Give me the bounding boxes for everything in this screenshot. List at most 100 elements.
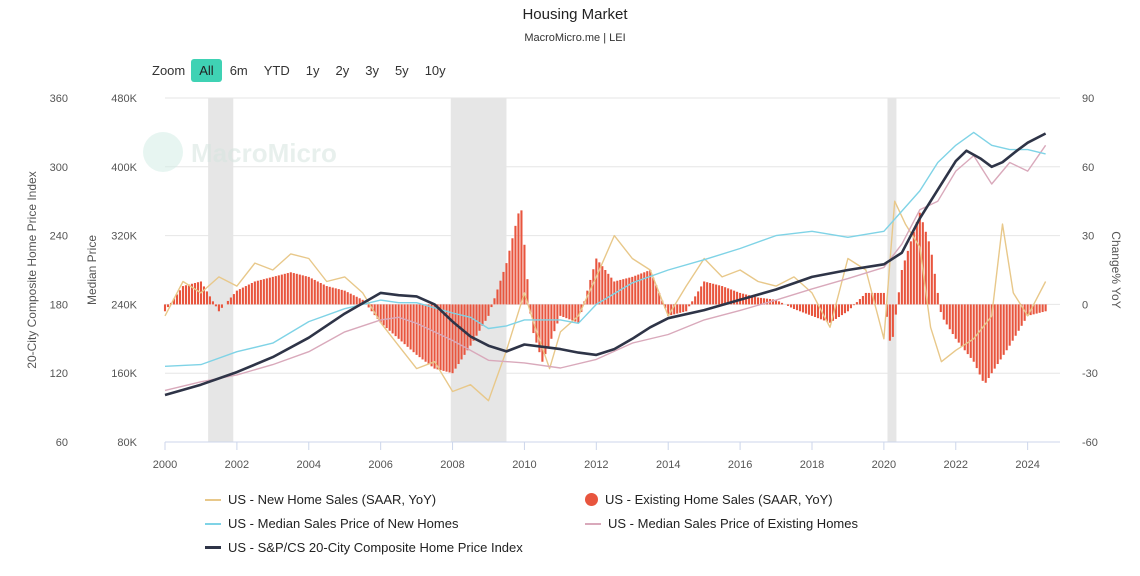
existing-home-sales-bar: [568, 304, 571, 320]
existing-home-sales-bar: [757, 297, 760, 305]
existing-home-sales-bar: [643, 272, 646, 305]
existing-home-sales-bar: [1008, 304, 1011, 346]
existing-home-sales-bar: [535, 304, 538, 343]
existing-home-sales-bar: [963, 304, 966, 351]
zoom-ytd-button[interactable]: YTD: [263, 63, 290, 78]
watermark-logo-icon: [143, 132, 183, 172]
existing-home-sales-bar: [810, 304, 814, 316]
existing-home-sales-bar: [975, 304, 978, 369]
existing-home-sales-bar: [625, 278, 628, 305]
existing-home-sales-bar: [879, 292, 882, 305]
existing-home-sales-bar: [286, 273, 289, 305]
existing-home-sales-bar: [679, 304, 682, 313]
existing-home-sales-bar: [352, 295, 355, 305]
existing-home-sales-bar: [760, 297, 763, 305]
existing-home-sales-bar: [589, 279, 592, 305]
x-tick-label: 2006: [368, 459, 392, 471]
zoom-3y-button[interactable]: 3y: [365, 63, 379, 78]
legend-item-new-home-sales[interactable]: US - New Home Sales (SAAR, YoY): [205, 492, 436, 507]
existing-home-sales-bar: [244, 286, 247, 305]
existing-home-sales-bar: [496, 289, 499, 305]
existing-home-sales-bar: [565, 304, 568, 319]
existing-home-sales-bar: [211, 301, 214, 305]
existing-home-sales-bar: [607, 273, 610, 305]
existing-home-sales-bar: [843, 304, 846, 314]
existing-home-sales-bar: [454, 304, 457, 369]
existing-home-sales-bar: [268, 277, 271, 305]
existing-home-sales-bar: [355, 296, 358, 305]
zoom-6m-button[interactable]: 6m: [229, 63, 248, 78]
existing-home-sales-bar: [394, 304, 397, 337]
existing-home-sales-bar: [840, 304, 843, 316]
zoom-2y-button[interactable]: 2y: [335, 63, 350, 78]
existing-home-sales-bar: [235, 290, 238, 305]
existing-home-sales-bar: [691, 301, 694, 305]
existing-home-sales-bar: [220, 304, 223, 308]
existing-home-sales-bar: [996, 304, 999, 365]
legend-item-median-new[interactable]: US - Median Sales Price of New Homes: [205, 516, 458, 531]
right-axis-label: Change% YoY: [1109, 231, 1123, 308]
zoom-10y-button[interactable]: 10y: [424, 63, 446, 78]
existing-home-sales-bar: [478, 304, 481, 331]
existing-home-sales-bar: [397, 304, 400, 339]
existing-home-sales-bar: [520, 210, 523, 305]
existing-home-sales-bar: [891, 304, 894, 337]
existing-home-sales-bar: [942, 304, 945, 320]
legend-item-median-existing[interactable]: US - Median Sales Price of Existing Home…: [585, 516, 858, 531]
existing-home-sales-bar: [232, 294, 235, 305]
legend-item-existing-home-sales[interactable]: US - Existing Home Sales (SAAR, YoY): [585, 492, 833, 507]
existing-home-sales-bar: [993, 304, 996, 369]
existing-home-sales-bar: [954, 304, 957, 339]
chart-plot: MacroMicro 6012018024030036080K160K240K3…: [25, 93, 1123, 471]
zoom-all-button[interactable]: All: [191, 59, 222, 82]
existing-home-sales-bar: [250, 282, 253, 305]
left-inner-tick-label: 480K: [111, 93, 137, 105]
existing-home-sales-bar: [813, 304, 817, 318]
existing-home-sales-bar: [526, 279, 529, 305]
existing-home-sales-bar: [499, 280, 502, 305]
legend-item-cs20[interactable]: US - S&P/CS 20-City Composite Home Price…: [205, 540, 523, 555]
existing-home-sales-bar: [930, 254, 933, 305]
existing-home-sales-bar: [610, 277, 613, 305]
existing-home-sales-bar: [205, 291, 208, 305]
x-tick-label: 2016: [728, 459, 752, 471]
existing-home-sales-bar: [187, 284, 191, 305]
existing-home-sales-bar: [924, 231, 927, 305]
existing-home-sales-bar: [487, 304, 490, 316]
existing-home-sales-bar: [658, 292, 661, 305]
existing-home-sales-bar: [529, 304, 532, 314]
x-tick-label: 2010: [512, 459, 536, 471]
existing-home-sales-bar: [325, 286, 328, 305]
existing-home-sales-bar: [682, 304, 685, 313]
existing-home-sales-bar: [196, 282, 199, 305]
existing-home-sales-bar: [801, 304, 805, 313]
existing-home-sales-bar: [846, 304, 849, 312]
existing-home-sales-bar: [571, 304, 574, 321]
existing-home-sales-bar: [190, 283, 194, 305]
existing-home-sales-bar: [217, 304, 220, 312]
existing-home-sales-bar: [885, 304, 888, 317]
existing-home-sales-bar: [694, 296, 697, 305]
existing-home-sales-bar: [163, 304, 167, 312]
existing-home-sales-bar: [574, 304, 577, 322]
existing-home-sales-bar: [541, 304, 544, 362]
zoom-1y-button[interactable]: 1y: [305, 63, 320, 78]
existing-home-sales-bar: [804, 304, 808, 314]
existing-home-sales-bar: [484, 304, 487, 321]
legend-label: US - S&P/CS 20-City Composite Home Price…: [228, 540, 523, 555]
existing-home-sales-bar: [712, 283, 715, 305]
existing-home-sales-bar: [424, 304, 427, 362]
existing-home-sales-bar: [795, 304, 799, 311]
median-existing-line: [164, 144, 1047, 392]
existing-home-sales-bar: [697, 291, 700, 305]
existing-home-sales-bar: [457, 304, 460, 365]
left-outer-tick-label: 60: [56, 437, 68, 449]
existing-home-sales-bar: [436, 304, 439, 370]
existing-home-sales-bar: [388, 304, 391, 331]
existing-home-sales-bar: [876, 292, 879, 305]
existing-home-sales-bar: [559, 304, 562, 316]
existing-home-sales-bar: [502, 271, 505, 305]
existing-home-sales-bar: [766, 298, 769, 305]
zoom-5y-button[interactable]: 5y: [394, 63, 409, 78]
existing-home-sales-bar: [1044, 304, 1047, 312]
